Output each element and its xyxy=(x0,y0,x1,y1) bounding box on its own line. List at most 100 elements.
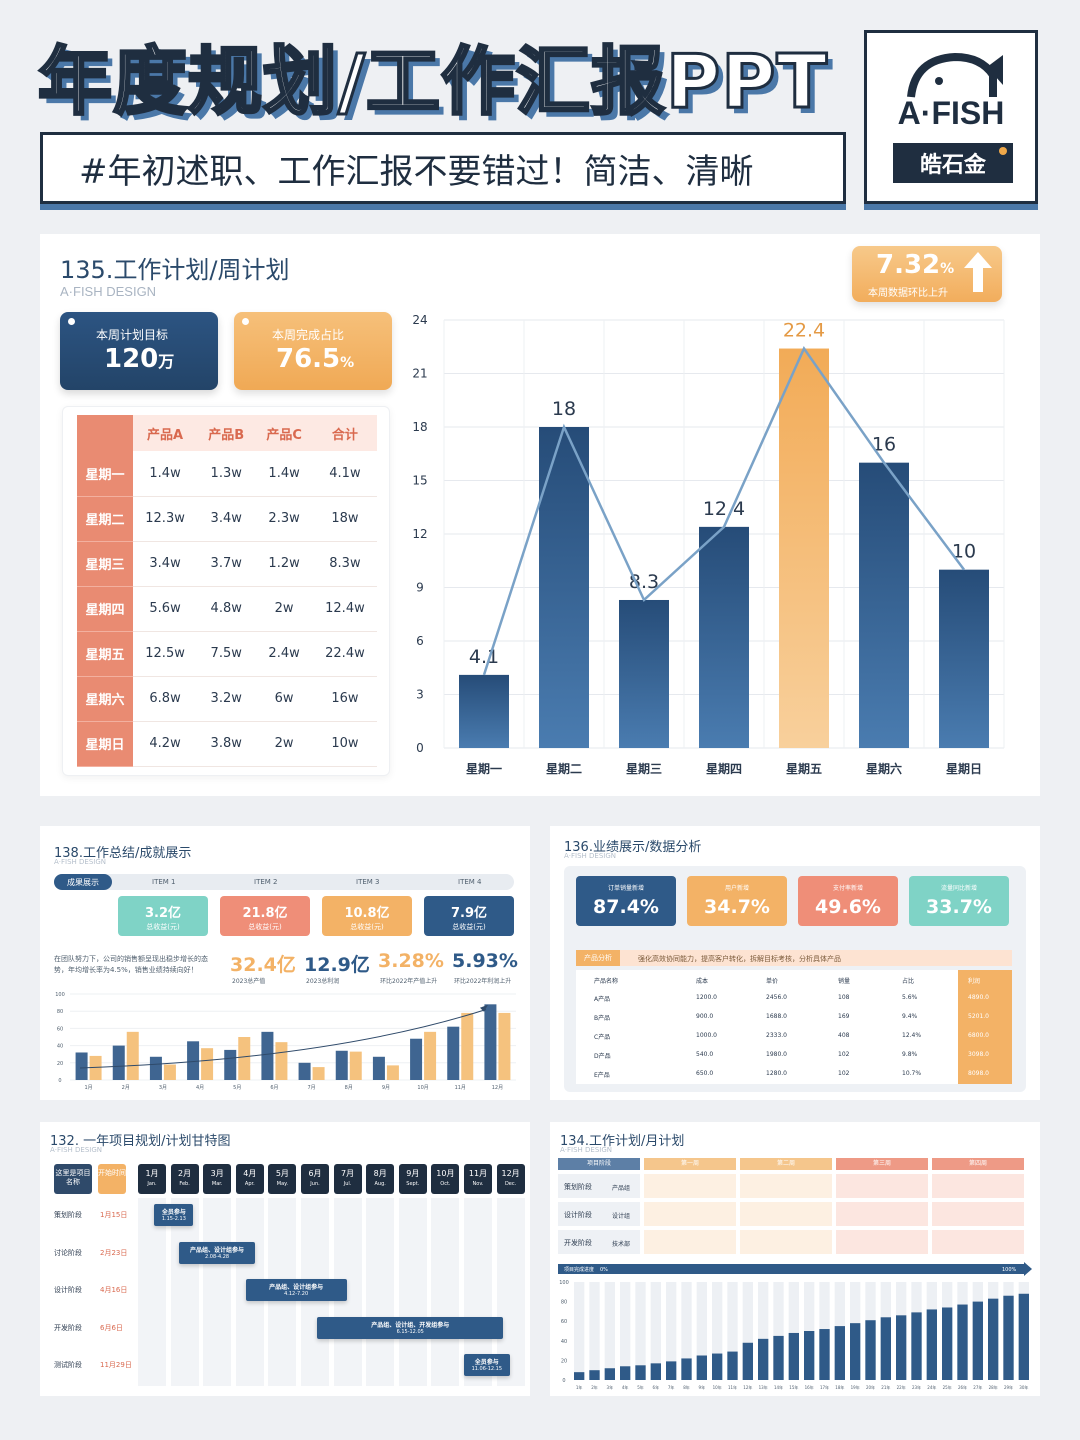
weekly-target-value: 120万 xyxy=(104,344,175,374)
slide-138: 138.工作总结/成就展示 A·FISH DESIGN 成果展示 ITEM 1 I… xyxy=(40,826,530,1100)
month-cn: 6月 xyxy=(308,1169,322,1178)
phase-name: 开发阶段 xyxy=(54,1323,82,1332)
month-en: Mar. xyxy=(211,1181,223,1187)
slide-135: 135.工作计划/周计划 A·FISH DESIGN 本周计划目标 120万 本… xyxy=(40,234,1040,796)
table-cell: 7.5w xyxy=(197,631,256,677)
table-cell: A产品 xyxy=(594,996,611,1003)
x-tick-label: 29年 xyxy=(1004,1384,1013,1390)
table-cell: 1980.0 xyxy=(766,1051,787,1058)
data-label: 22.4 xyxy=(783,320,825,342)
bar-track xyxy=(620,1282,631,1380)
bar xyxy=(620,1366,631,1380)
table-cell: 10w xyxy=(312,721,377,767)
x-tick-label: 9年 xyxy=(699,1384,706,1390)
bar xyxy=(681,1358,692,1380)
x-tick-label: 17年 xyxy=(820,1384,829,1390)
y-tick-label: 100 xyxy=(559,1280,569,1286)
phase-name: 测试阶段 xyxy=(54,1361,82,1369)
month-header: 11月 Nov. xyxy=(464,1164,492,1194)
row-day: 星期三 xyxy=(77,541,133,587)
x-tick-label: 星期三 xyxy=(626,761,662,776)
slide-136-sub: A·FISH DESIGN xyxy=(564,852,617,860)
column-header: 产品名称 xyxy=(594,978,619,985)
bar xyxy=(957,1304,968,1380)
logo-text: A·FISH xyxy=(897,95,1005,131)
table-cell: 12.4w xyxy=(312,586,377,632)
phase-start: 6月6日 xyxy=(100,1323,123,1332)
kpi-card: 用户新增 34.7% xyxy=(687,876,787,926)
x-tick-label: 6月 xyxy=(270,1085,278,1091)
table-cell: 12.4% xyxy=(902,1032,922,1039)
phase-name: 设计阶段 xyxy=(564,1211,592,1219)
growth-value: 7.32% xyxy=(876,250,955,280)
month-header: 2月 Feb. xyxy=(170,1164,199,1194)
x-tick-label: 星期一 xyxy=(466,761,502,776)
weekly-bar-chart: 0 3 6 9 12 15 18 21 24 4.1 星期一 18 星期二 8.3 星期三 12.4 星期四 22… xyxy=(412,313,1005,776)
month-cn: 2月 xyxy=(178,1169,192,1178)
y-tick-label: 0 xyxy=(416,741,424,755)
item-bar xyxy=(54,874,514,890)
bar-track xyxy=(727,1282,738,1380)
table-header: 产品B xyxy=(197,415,256,451)
month-header: 6月 Jun. xyxy=(301,1164,329,1194)
month-en: Sept. xyxy=(406,1181,420,1187)
tab-achievements[interactable]: 成果展示 xyxy=(54,874,112,890)
table-cell: 102 xyxy=(838,1070,850,1077)
slide-134: 134.工作计划/月计划 A·FISH DESIGN 项目阶段 第一周 第二周 第三周… xyxy=(550,1122,1040,1396)
gantt-bar: 产品组、设计组参与 4.12-7.20 xyxy=(245,1279,347,1301)
gantt-bar-range: 2.08-4.28 xyxy=(205,1253,230,1260)
month-en: Oct. xyxy=(440,1181,451,1187)
growth-label: 本周数据环比上升 xyxy=(868,288,948,299)
gantt-bar-range: 1.15-2.13 xyxy=(161,1216,186,1222)
month-cn: 10月 xyxy=(436,1169,455,1178)
table-cell: 1688.0 xyxy=(766,1013,787,1020)
bar xyxy=(1003,1295,1014,1380)
arrow-icon xyxy=(1024,1262,1032,1276)
bar xyxy=(859,462,909,748)
table-cell: 2333.0 xyxy=(766,1032,787,1039)
stat-value: 5.93% xyxy=(452,950,518,972)
stat-label: 环比2022年产值上升 xyxy=(380,978,438,985)
table-cell: 4.2w xyxy=(133,721,198,767)
week-head: 第一周 xyxy=(644,1158,736,1170)
month-header: 10月 Oct. xyxy=(431,1164,460,1194)
gantt-bar: 全员参与 11.06-12.15 xyxy=(464,1354,510,1376)
data-label: 16 xyxy=(872,434,896,456)
table-cell: 5201.0 xyxy=(968,1013,989,1020)
month-cn: 8月 xyxy=(373,1169,387,1178)
bar-track xyxy=(758,1282,769,1380)
plan-cell xyxy=(644,1174,736,1198)
table-cell: E产品 xyxy=(594,1072,610,1079)
bar xyxy=(972,1301,983,1380)
table-cell: 1200.0 xyxy=(696,994,717,1001)
y-tick-label: 20 xyxy=(561,1358,567,1364)
month-column xyxy=(366,1198,395,1386)
table-cell: 8098.0 xyxy=(968,1070,989,1077)
plan-cell xyxy=(836,1174,928,1198)
table-cell: 2.4w xyxy=(255,631,313,677)
logo-dot-icon xyxy=(999,147,1007,155)
plan-cell xyxy=(740,1174,832,1198)
table-cell: 3.4w xyxy=(133,541,198,587)
gantt-bar: 产品组、设计组、开发组参与 6.15-12.05 xyxy=(317,1316,504,1339)
month-header: 12月 Dec. xyxy=(496,1164,525,1194)
bar xyxy=(926,1309,937,1380)
x-tick-label: 14年 xyxy=(774,1384,783,1390)
x-tick-label: 9月 xyxy=(382,1085,390,1091)
kpi-value: 49.6% xyxy=(815,896,881,918)
weekly-target-card: 本周计划目标 120万 xyxy=(60,312,218,390)
table-cell: 5.6% xyxy=(902,994,918,1001)
phase-name: 设计阶段 xyxy=(54,1286,82,1294)
growth-badge: 7.32% 本周数据环比上升 xyxy=(852,246,1002,302)
y-tick-label: 60 xyxy=(561,1319,567,1325)
stat-card: 7.9亿 总收益(元) xyxy=(424,896,514,936)
y-tick-label: 15 xyxy=(412,474,427,488)
table-header-row: 产品A 产品B 产品C 合计 xyxy=(77,415,377,451)
table-cell: 8.3w xyxy=(312,541,377,587)
row-day: 星期五 xyxy=(77,631,133,677)
table-cell: 22.4w xyxy=(312,631,377,677)
x-tick-label: 星期四 xyxy=(706,761,742,776)
stat-value: 3.28% xyxy=(378,950,444,972)
y-tick-label: 12 xyxy=(412,527,427,541)
row-day: 星期六 xyxy=(77,676,133,722)
